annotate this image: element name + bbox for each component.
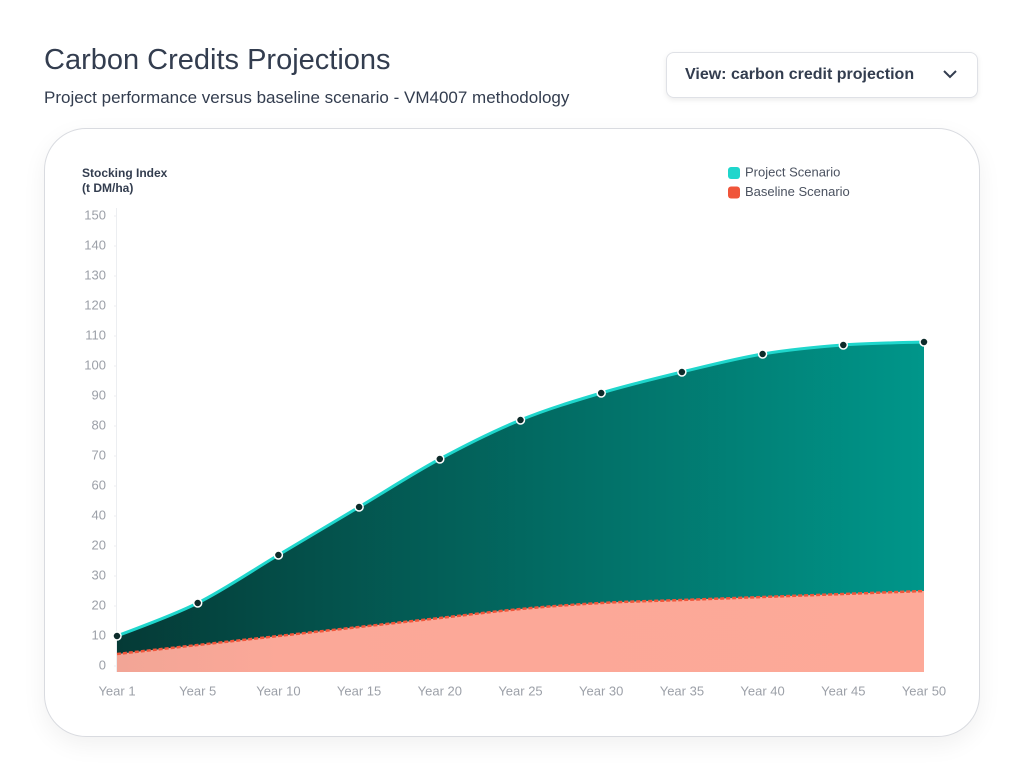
y-tick-label: 10: [92, 627, 106, 642]
y-tick-label: 40: [92, 507, 106, 522]
dropdown-label: View: carbon credit projection: [685, 66, 915, 83]
x-tick-label: Year 45: [821, 683, 865, 698]
y-tick-label: 80: [92, 417, 106, 432]
view-dropdown[interactable]: View: carbon credit projection: [666, 52, 978, 98]
y-axis-label: (t DM/ha): [82, 181, 133, 195]
project-point: [757, 349, 768, 359]
x-tick-label: Year 25: [498, 683, 542, 698]
x-tick-label: Year 15: [337, 683, 381, 698]
x-tick-label: Year 50: [902, 683, 946, 698]
page-title: Carbon Credits Projections: [44, 44, 391, 76]
page-subtitle: Project performance versus baseline scen…: [44, 88, 570, 107]
legend-label: Project Scenario: [745, 164, 840, 179]
x-tick-label: Year 20: [418, 683, 462, 698]
project-area: [117, 342, 924, 654]
x-tick-label: Year 5: [179, 683, 216, 698]
y-tick-label: 150: [84, 207, 106, 222]
y-tick-label: 70: [92, 447, 106, 462]
y-tick-label: 20: [92, 537, 106, 552]
y-tick-label: 100: [84, 357, 106, 372]
legend-swatch: [728, 186, 740, 199]
chevron: [943, 70, 957, 79]
project-point: [515, 415, 526, 425]
project-point: [596, 388, 606, 398]
x-tick-label: Year 10: [256, 683, 300, 698]
project-point: [919, 337, 929, 347]
x-tick-label: Year 40: [740, 683, 784, 698]
y-tick-label: 90: [92, 387, 106, 402]
y-tick-label: 140: [84, 237, 106, 252]
x-tick-label: Year 35: [660, 683, 704, 698]
legend-label: Baseline Scenario: [745, 184, 850, 199]
y-tick-label: 30: [92, 567, 106, 582]
project-point: [435, 454, 445, 464]
project-point: [677, 367, 687, 377]
baseline-area: [117, 591, 924, 672]
project-point: [112, 631, 122, 641]
y-axis-label: Stocking Index: [82, 166, 168, 180]
x-tick-label: Year 1: [98, 683, 135, 698]
y-tick-label: 110: [85, 327, 106, 342]
y-tick-label: 120: [84, 297, 106, 312]
project-point: [838, 340, 849, 350]
y-tick-label: 20: [92, 597, 106, 612]
project-point: [273, 550, 284, 560]
baseline-line: [116, 589, 925, 656]
project-point: [354, 502, 364, 512]
y-tick-label: 60: [92, 477, 106, 492]
legend-swatch: [728, 167, 740, 179]
y-tick-label: 130: [84, 267, 106, 282]
y-tick-label: 0: [99, 657, 106, 672]
project-point: [192, 598, 203, 608]
x-tick-label: Year 30: [579, 683, 623, 698]
